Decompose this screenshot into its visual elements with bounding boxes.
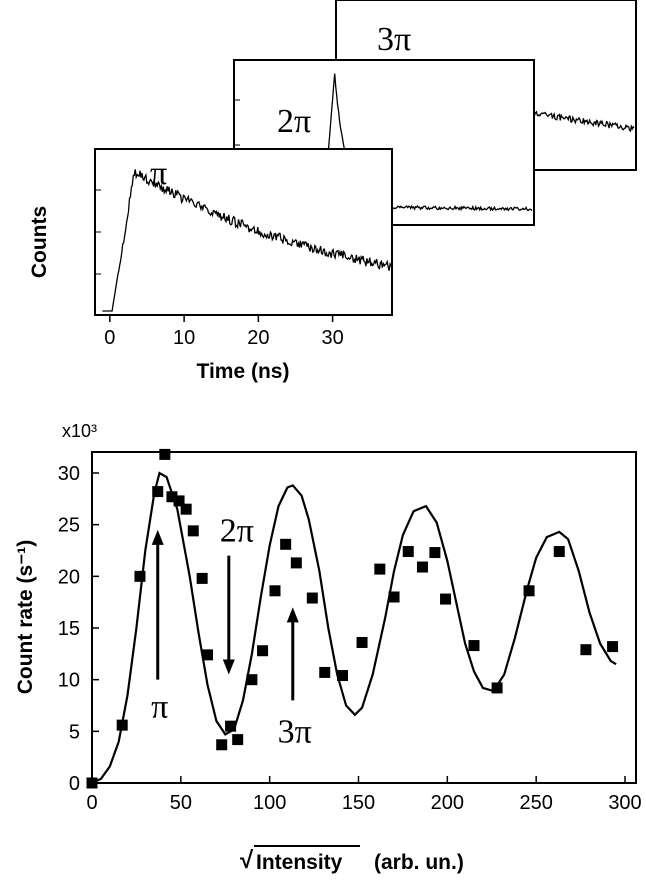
- data-point: [196, 572, 208, 584]
- y-multiplier: x10³: [62, 421, 97, 441]
- y-tick-label: 20: [58, 566, 80, 588]
- data-point: [173, 495, 185, 507]
- annotation-label: π: [151, 689, 168, 726]
- y-tick-label: 5: [69, 721, 80, 743]
- data-point: [290, 557, 302, 569]
- data-point: [232, 734, 244, 746]
- y-axis-title: Count rate (s⁻¹): [14, 540, 37, 695]
- x-axis-title: √ Intensity (arb. un.): [240, 845, 464, 874]
- data-point: [152, 486, 164, 498]
- data-point: [269, 585, 281, 597]
- data-point: [225, 720, 237, 732]
- inset-x-tick-label: 20: [247, 327, 269, 349]
- inset-x-tick-label: 30: [321, 327, 343, 349]
- data-point: [180, 503, 192, 515]
- x-axis-title-unit: (arb. un.): [374, 851, 464, 874]
- x-tick-labels: 0 50 100 150 200 250 300: [86, 792, 641, 814]
- data-point: [523, 585, 535, 597]
- data-point: [216, 739, 228, 751]
- plot-frame: [91, 451, 637, 784]
- data-point: [116, 719, 128, 731]
- label-2pi: 2π: [277, 103, 311, 140]
- data-point: [257, 645, 269, 657]
- data-point: [440, 593, 452, 605]
- data-point: [201, 649, 213, 661]
- data-point: [607, 641, 619, 653]
- data-point: [280, 538, 292, 550]
- inset-x-axis-title: Time (ns): [197, 360, 290, 383]
- x-ticks: [91, 776, 626, 783]
- y-tick-label: 25: [58, 515, 80, 537]
- data-point: [187, 525, 199, 537]
- data-point: [319, 666, 331, 678]
- data-point: [166, 491, 178, 503]
- x-axis-title-main: Intensity: [256, 851, 343, 874]
- x-tick-label: 200: [431, 792, 464, 814]
- inset-x-tick-labels: 0 10 20 30: [104, 327, 343, 349]
- arrow-head: [222, 659, 235, 675]
- annotation-arrow: 3π: [278, 607, 312, 750]
- label-pi: π: [150, 155, 167, 192]
- data-point: [580, 644, 592, 656]
- annotations: π 2π 3π: [151, 513, 312, 751]
- y-tick-label: 10: [58, 670, 80, 692]
- inset-decay-panels: 3π 2π π 0 10 20 30 Time (ns) Counts: [28, 0, 637, 383]
- data-point: [337, 670, 349, 682]
- arrow-head: [286, 607, 299, 623]
- trace-pi: [102, 169, 393, 312]
- x-tick-label: 50: [170, 792, 192, 814]
- x-tick-label: 100: [253, 792, 286, 814]
- data-point: [402, 546, 414, 558]
- y-tick-labels: 0 5 10 15 20 25 30: [58, 463, 80, 795]
- data-point: [356, 636, 368, 648]
- data-point: [416, 561, 428, 573]
- y-tick-label: 30: [58, 463, 80, 485]
- data-point: [374, 563, 386, 575]
- data-point: [468, 640, 480, 652]
- data-point: [246, 674, 258, 686]
- inset-x-tick-label: 0: [104, 327, 115, 349]
- annotation-arrow: 2π: [220, 513, 254, 675]
- x-tick-label: 300: [608, 792, 641, 814]
- fit-curve: [91, 471, 617, 784]
- x-tick-label: 0: [86, 792, 97, 814]
- y-ticks: [92, 472, 99, 784]
- inset-y-axis-title: Counts: [28, 206, 51, 278]
- data-points: [86, 448, 619, 789]
- annotation-label: 3π: [278, 713, 312, 750]
- data-point: [553, 546, 565, 558]
- arrow-head: [151, 529, 164, 545]
- data-point: [134, 570, 146, 582]
- x-tick-label: 250: [519, 792, 552, 814]
- inset-x-tick-label: 10: [173, 327, 195, 349]
- data-point: [491, 682, 503, 694]
- main-scatter-plot: 0 50 100 150 200 250 300 0 5 10 15 20 25 30 π 2π 3π x1…: [14, 421, 642, 874]
- data-point: [388, 591, 400, 603]
- label-3pi: 3π: [377, 21, 411, 58]
- y-tick-label: 0: [69, 773, 80, 795]
- x-tick-label: 150: [342, 792, 375, 814]
- y-tick-label: 15: [58, 618, 80, 640]
- data-point: [429, 547, 441, 559]
- data-point: [86, 777, 98, 789]
- x-axis-title-root: √: [240, 847, 254, 874]
- data-point: [159, 448, 171, 460]
- annotation-arrow: π: [151, 529, 168, 726]
- panel-pi-ticks: [95, 189, 334, 322]
- data-point: [306, 592, 318, 604]
- annotation-label: 2π: [220, 513, 254, 550]
